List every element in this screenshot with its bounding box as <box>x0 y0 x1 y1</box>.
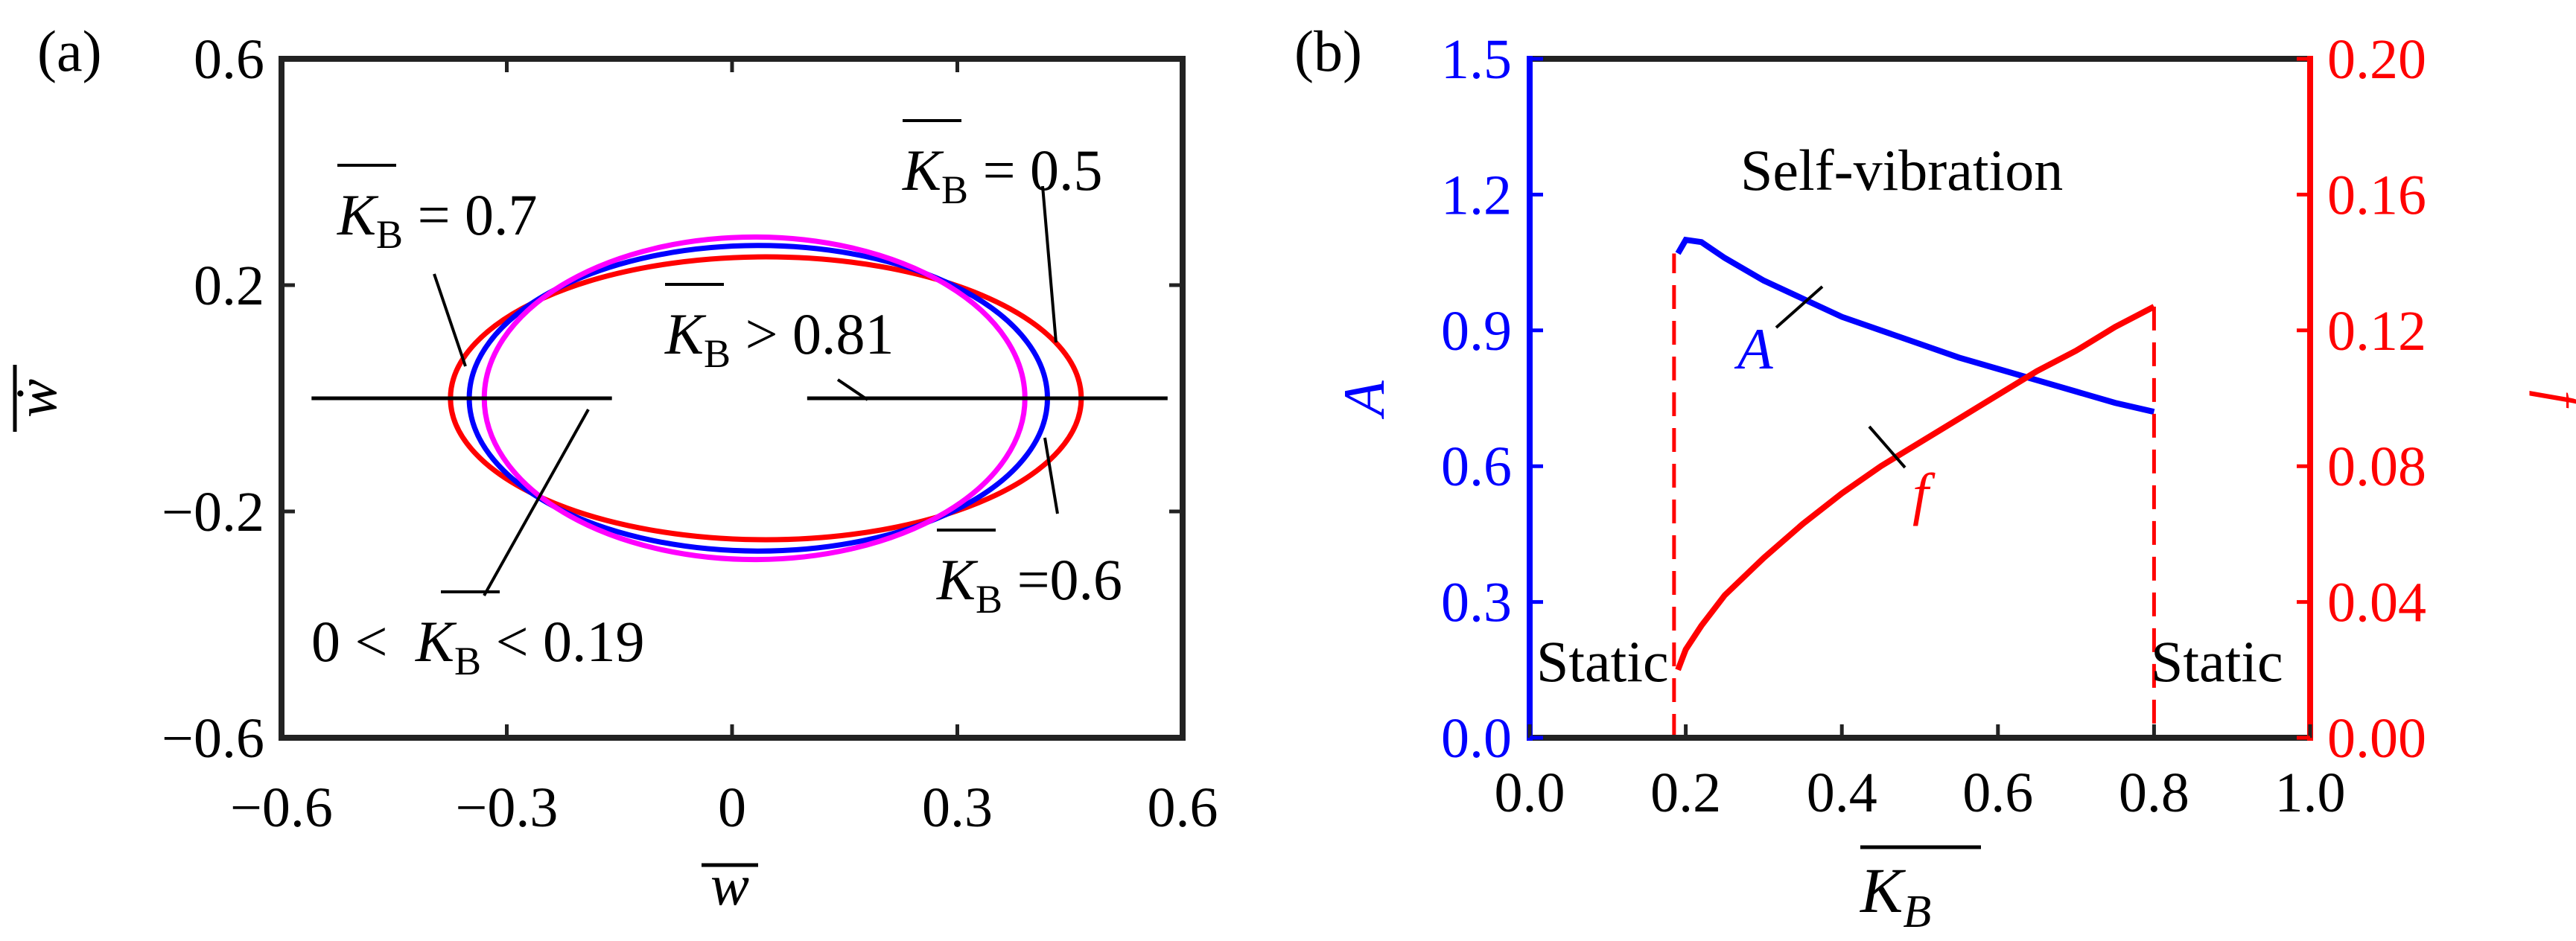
annotation-kb-07: KB = 0.7 <box>337 164 538 257</box>
x-tick-label: 0 <box>718 776 746 839</box>
kb-sub: B <box>941 168 968 212</box>
right-tick-label: 0.04 <box>2327 572 2426 634</box>
y-tick-label: 0.6 <box>194 28 264 91</box>
x-tick-label: 0.3 <box>922 776 993 839</box>
panel-b-label: (b) <box>1294 19 1362 83</box>
panel-a-leader-lines <box>433 185 1059 596</box>
kb-sub: B <box>376 212 403 257</box>
panel-a-tick-labels: −0.6 −0.3 0 0.3 0.6 0.6 0.2 −0.2 −0.6 <box>162 28 1218 839</box>
panel-a: (a) −0.6 −0.3 0 0.3 0.60.60.2−0.2−0.6 w ẇ KB… <box>4 19 1218 917</box>
x-tick-label: 0.8 <box>2119 762 2189 824</box>
left-tick-label: 1.2 <box>1441 164 1512 226</box>
x-tick-label: 0.0 <box>1495 762 1565 824</box>
kb-symbol: K <box>664 302 707 366</box>
leader-05 <box>1041 185 1058 343</box>
right-tick-label: 0.12 <box>2327 300 2426 363</box>
kb-value: =0.6 <box>1002 547 1122 612</box>
x-tick-label: 0.4 <box>1807 762 1877 824</box>
left-tick-label: 0.6 <box>1441 436 1512 498</box>
annotation-text: KB = 0.7 <box>337 182 538 257</box>
panel-a-ticks <box>279 57 1185 740</box>
x-axis-label-sub: B <box>1903 887 1931 937</box>
x-tick-label: 0.2 <box>1650 762 1721 824</box>
kb-sub: B <box>976 577 1002 622</box>
kb-symbol: K <box>902 138 944 202</box>
panel-b-x-axis-label: KB <box>1859 845 1981 937</box>
right-tick-label: 0.20 <box>2327 28 2426 91</box>
kb-value: = 0.7 <box>403 182 538 247</box>
y-tick-label: −0.6 <box>162 707 264 770</box>
panel-b-tick-labels: 0.0 0.2 0.4 0.6 0.8 1.0 0.0 0.3 0.6 0.9 1.2 1.5 0.00… <box>1441 28 2426 824</box>
left-tick-label: 0.3 <box>1441 572 1512 634</box>
kb-symbol: K <box>936 547 979 612</box>
kb-value: = 0.5 <box>968 138 1103 202</box>
y-tick-label: −0.2 <box>162 481 264 543</box>
x-axis-label: K <box>1859 855 1906 926</box>
right-tick-label: 0.00 <box>2327 707 2426 770</box>
self-vibration-label: Self-vibration <box>1740 138 2063 202</box>
series-f-label: f <box>1912 462 1936 526</box>
panel-a-label: (a) <box>37 19 102 83</box>
leader-06 <box>1043 437 1059 514</box>
x-tick-label: 0.6 <box>1148 776 1218 839</box>
panel-a-curves <box>311 234 1168 563</box>
right-tick-label: 0.08 <box>2327 436 2426 498</box>
panel-b: (b) 0.0 0.2 0.4 0.6 0.8 1.0 0.0 0.3 0.6 0.9 1.2 1.5… <box>1294 19 2576 937</box>
annotation-kb-06: KB =0.6 <box>936 529 1122 622</box>
kb-sub: B <box>704 331 731 376</box>
right-axis-label: f <box>2529 390 2576 413</box>
kb-symbol: K <box>337 182 379 247</box>
left-axis-label: A <box>1332 380 1396 420</box>
y-axis-label: ẇ <box>4 379 69 418</box>
kb-value: > 0.81 <box>731 302 894 366</box>
kb-prefix: 0 < <box>311 609 402 674</box>
annotation-text: KB = 0.5 <box>902 138 1103 212</box>
leader-019 <box>483 409 590 596</box>
annotation-text: KB > 0.81 <box>664 302 894 376</box>
x-tick-label: −0.3 <box>456 776 559 839</box>
right-tick-label: 0.16 <box>2327 164 2426 226</box>
kb-sub: B <box>454 639 481 683</box>
annotation-text: 0 < KB < 0.19 <box>311 609 645 683</box>
x-tick-label: 1.0 <box>2275 762 2346 824</box>
panel-b-ticks <box>1527 57 2312 740</box>
static-left-label: Static <box>1536 629 1669 694</box>
annotation-kb-05: KB = 0.5 <box>902 119 1103 212</box>
leader-081 <box>836 378 869 401</box>
leader-a <box>1775 285 1824 329</box>
left-tick-label: 0.0 <box>1441 707 1512 770</box>
kb-value: < 0.19 <box>481 609 645 674</box>
leader-f <box>1868 425 1906 469</box>
left-tick-label: 1.5 <box>1441 28 1512 91</box>
left-tick-label: 0.9 <box>1441 300 1512 363</box>
annotation-kb-019: 0 < KB < 0.19 <box>311 590 645 683</box>
static-right-label: Static <box>2151 629 2283 694</box>
x-tick-label: −0.6 <box>230 776 333 839</box>
panel-a-x-axis-label: w <box>702 852 758 917</box>
leader-07 <box>433 273 467 367</box>
annotation-text: KB =0.6 <box>936 547 1122 622</box>
y-tick-label: 0.2 <box>194 255 264 317</box>
series-a-line <box>1675 236 2155 415</box>
annotation-kb-081: KB > 0.81 <box>664 283 894 376</box>
panel-a-y-axis-label: ẇ <box>4 365 69 432</box>
x-axis-label-text: KB <box>1859 855 1931 937</box>
x-tick-label: 0.6 <box>1962 762 2033 824</box>
series-a-label: A <box>1734 316 1773 381</box>
series-f-line <box>1675 304 2156 672</box>
kb-symbol: K <box>415 609 457 674</box>
panel-b-curves <box>1530 236 2310 740</box>
x-axis-label: w <box>710 852 749 917</box>
